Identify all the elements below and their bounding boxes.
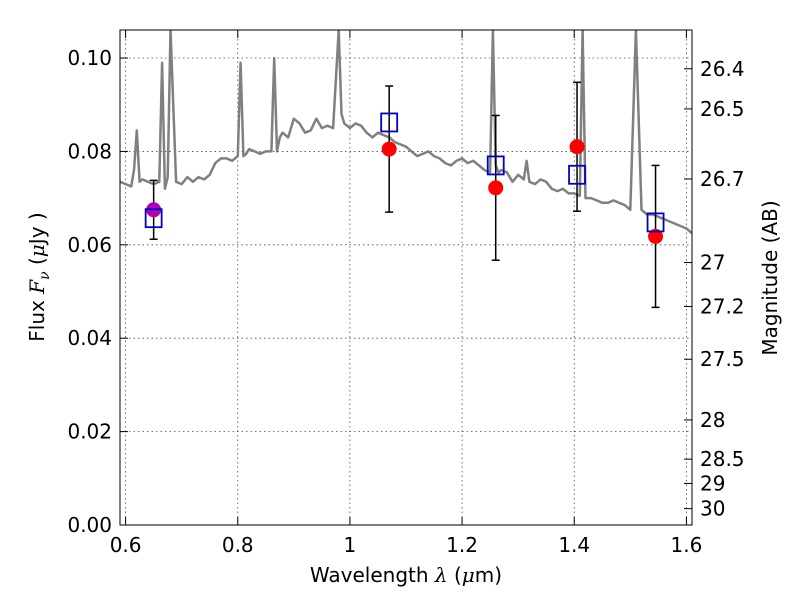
model-photometry-square bbox=[646, 212, 665, 233]
right-tick-label: 27.5 bbox=[700, 347, 745, 371]
model-photometry-square bbox=[486, 155, 505, 176]
observed-point bbox=[381, 141, 397, 157]
right-tick-label: 28.5 bbox=[700, 447, 745, 471]
x-tick-label: 0.8 bbox=[222, 533, 254, 557]
right-tick-label: 26.5 bbox=[700, 97, 745, 121]
right-tick-label: 27 bbox=[700, 251, 725, 275]
right-tick-label: 29 bbox=[700, 471, 725, 495]
plot-area bbox=[120, 30, 692, 525]
right-axis-label: Magnitude (AB) bbox=[758, 200, 782, 355]
y-tick-label: 0.00 bbox=[67, 513, 112, 537]
y-tick-label: 0.06 bbox=[67, 233, 112, 257]
y-axis-label: Flux Fν (μJy ) bbox=[25, 212, 53, 341]
x-tick-label: 1.2 bbox=[446, 533, 478, 557]
model-photometry-squares bbox=[144, 112, 665, 233]
plot-frame bbox=[119, 29, 693, 526]
model-photometry-square bbox=[144, 208, 163, 229]
y-tick-label: 0.08 bbox=[67, 139, 112, 163]
right-tick-label: 30 bbox=[700, 497, 725, 521]
x-tick-label: 1.4 bbox=[558, 533, 590, 557]
model-photometry-square bbox=[380, 112, 399, 133]
x-axis-ticks: 0.6 0.8 1 1.2 1.4 1.6 bbox=[110, 30, 702, 557]
y-axis-ticks: 0.00 0.02 0.04 0.06 0.08 0.10 bbox=[67, 46, 128, 537]
x-tick-label: 1.6 bbox=[670, 533, 702, 557]
observed-point bbox=[648, 228, 664, 244]
observed-points bbox=[146, 139, 664, 244]
x-axis-label: Wavelength λ (μm) bbox=[310, 563, 502, 587]
right-tick-label: 26.4 bbox=[700, 57, 745, 81]
observed-point bbox=[569, 139, 585, 155]
y-tick-label: 0.04 bbox=[67, 326, 112, 350]
grid bbox=[120, 30, 692, 526]
x-tick-label: 1 bbox=[344, 533, 357, 557]
observed-point bbox=[488, 180, 504, 196]
right-tick-label: 27.2 bbox=[700, 294, 745, 318]
right-tick-label: 26.7 bbox=[700, 167, 745, 191]
right-tick-label: 28 bbox=[700, 408, 725, 432]
x-tick-label: 0.6 bbox=[110, 533, 142, 557]
model-photometry-square bbox=[568, 164, 586, 185]
y-tick-label: 0.10 bbox=[67, 46, 112, 70]
y-tick-label: 0.02 bbox=[67, 420, 112, 444]
